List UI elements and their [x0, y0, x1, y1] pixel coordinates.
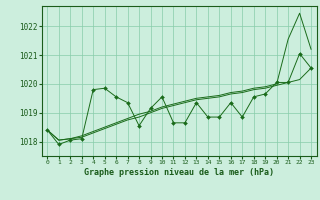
- X-axis label: Graphe pression niveau de la mer (hPa): Graphe pression niveau de la mer (hPa): [84, 168, 274, 177]
